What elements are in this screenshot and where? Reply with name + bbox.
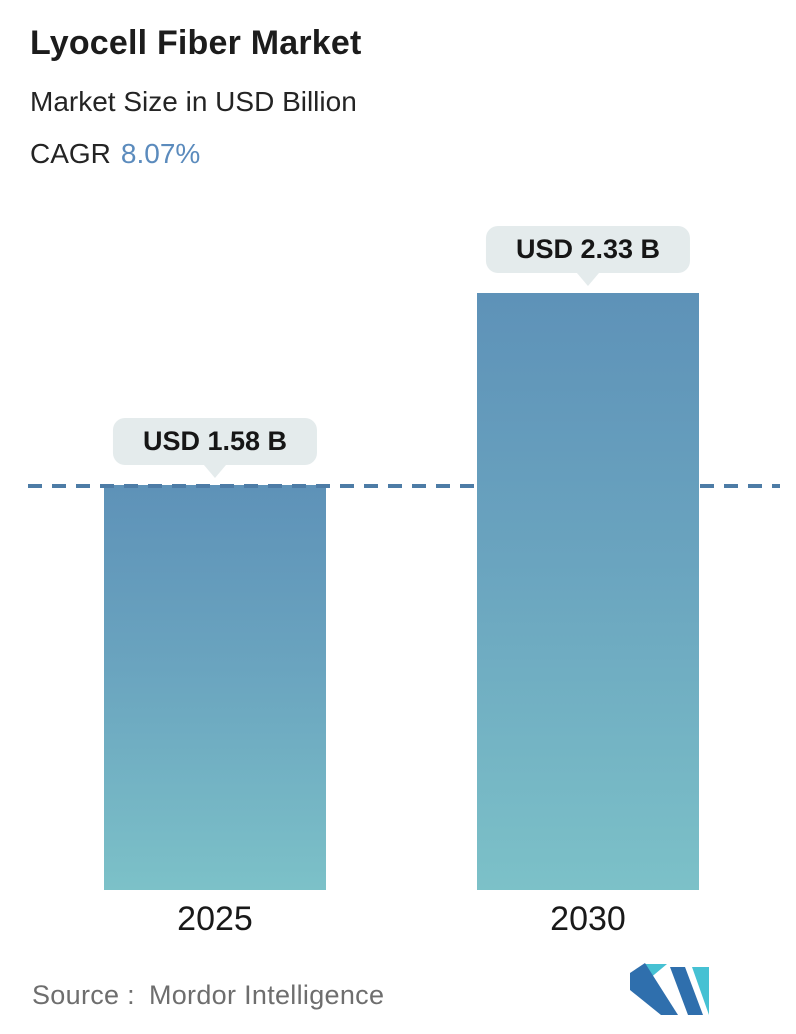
chart-subtitle: Market Size in USD Billion — [30, 86, 357, 117]
bar-2025 — [104, 485, 326, 890]
cagr-row: CAGR 8.07% — [30, 138, 200, 170]
cagr-label: CAGR — [30, 138, 111, 169]
x-axis-label-2025: 2025 — [177, 900, 253, 938]
baseline-dashed-line — [28, 484, 780, 488]
plot-area: USD 1.58 B USD 2.33 B 2025 2030 — [28, 226, 780, 938]
x-axis-label-2030: 2030 — [550, 900, 626, 938]
source-text: Mordor Intelligence — [148, 980, 385, 1010]
source-line: Source : Mordor Intelligence — [32, 980, 384, 1011]
source-label: Source : — [32, 980, 135, 1010]
page-title: Lyocell Fiber Market — [30, 24, 362, 62]
value-label-2025: USD 1.58 B — [112, 418, 318, 465]
bar-2030 — [477, 293, 699, 890]
cagr-value: 8.07% — [120, 138, 201, 169]
mordor-intelligence-logo — [630, 963, 709, 1015]
value-label-2030: USD 2.33 B — [485, 226, 691, 273]
